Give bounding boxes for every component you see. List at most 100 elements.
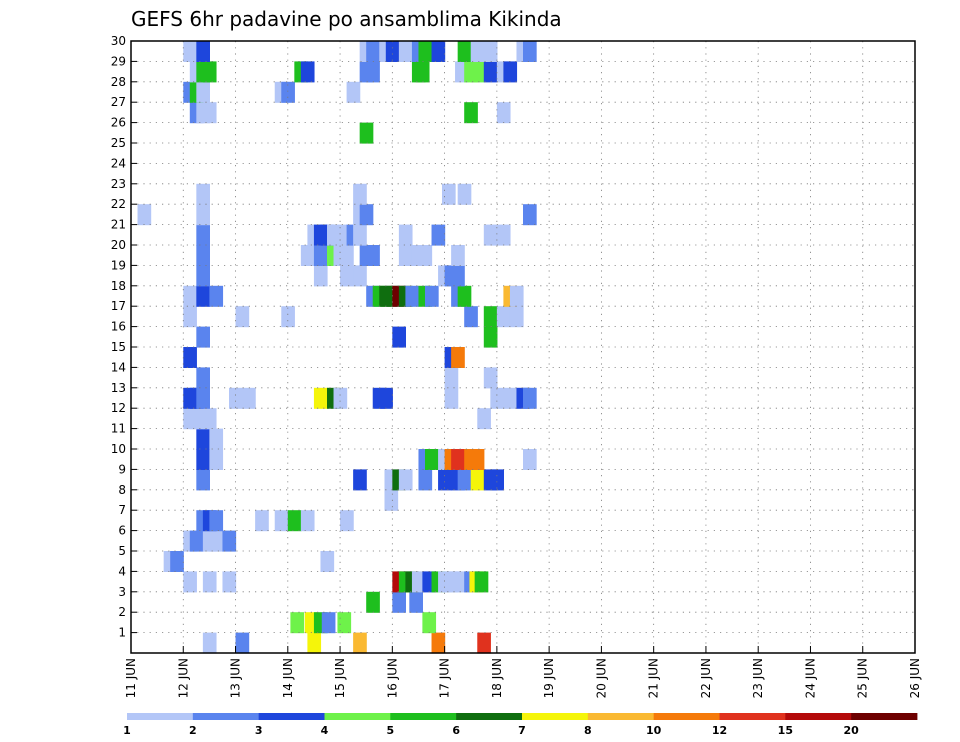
y-tick-label: 24	[111, 156, 126, 170]
heatmap-cell	[340, 265, 354, 287]
heatmap-cell	[470, 449, 485, 470]
heatmap-cell	[405, 285, 420, 307]
heatmap-cell	[425, 285, 439, 307]
heatmap-cell	[320, 551, 335, 572]
heatmap-cell	[337, 612, 352, 634]
heatmap-cell	[366, 41, 380, 62]
heatmap-cell	[196, 265, 210, 287]
y-tick-label: 29	[111, 54, 126, 68]
colorbar-label: 20	[844, 724, 860, 737]
heatmap-cell	[483, 306, 498, 328]
x-tick-label: 24 JUN	[804, 658, 818, 698]
heatmap-cell	[483, 326, 498, 348]
heatmap-cell	[196, 367, 210, 389]
colorbar-swatch	[324, 713, 391, 720]
heatmap-cell	[202, 632, 217, 654]
colorbar-swatch	[653, 713, 720, 720]
heatmap-cell	[242, 387, 256, 409]
heatmap-cell	[418, 245, 433, 266]
heatmap-cell	[274, 510, 289, 532]
x-tick-label: 16 JUN	[385, 658, 399, 698]
heatmap-cell	[384, 489, 399, 511]
colorbar-swatch	[390, 713, 457, 720]
y-tick-label: 11	[111, 422, 126, 436]
y-tick-label: 3	[118, 585, 126, 599]
heatmap-cell	[490, 387, 504, 409]
heatmap-cell	[366, 591, 380, 613]
y-tick-label: 7	[118, 503, 126, 517]
heatmap-cell	[523, 449, 537, 470]
y-tick-label: 2	[118, 605, 126, 619]
heatmap-cell	[496, 306, 511, 328]
grid-lines	[131, 40, 915, 653]
heatmap-cell	[340, 510, 354, 532]
colorbar-swatch	[456, 713, 523, 720]
heatmap-cell	[477, 408, 491, 430]
heatmap-cell	[411, 571, 426, 593]
colorbar-label: 8	[584, 724, 592, 737]
heatmap-cell	[196, 224, 210, 246]
colorbar-label: 6	[452, 724, 460, 737]
heatmap-cell	[523, 41, 537, 62]
heatmap-cell	[202, 102, 217, 124]
heatmap-cell	[483, 224, 498, 246]
heatmap-cell	[409, 591, 423, 613]
heatmap-cell	[196, 449, 210, 470]
heatmap-cell	[444, 387, 459, 409]
heatmap-cell	[425, 449, 439, 470]
heatmap-cell	[483, 41, 498, 62]
heatmap-cell	[209, 510, 224, 532]
heatmap-cell	[392, 326, 406, 348]
heatmap-cell	[438, 469, 452, 491]
y-tick-label: 12	[111, 401, 126, 415]
heatmap-cell	[196, 183, 210, 205]
colorbar-label: 2	[189, 724, 197, 737]
heatmap-cell	[202, 61, 217, 83]
heatmap-cell	[300, 61, 315, 83]
heatmap-cell	[457, 183, 472, 205]
heatmap-cell	[313, 245, 328, 266]
heatmap-cell	[196, 469, 210, 491]
heatmap-cell	[290, 612, 305, 634]
chart-title: GEFS 6hr padavine po ansamblima Kikinda	[131, 7, 562, 31]
heatmap-cell	[300, 510, 315, 532]
heatmap-cell	[235, 306, 250, 328]
heatmap-cell	[321, 612, 336, 634]
heatmap-cell	[422, 612, 437, 634]
heatmap-cell	[483, 367, 498, 389]
heatmap-cell	[392, 591, 406, 613]
heatmap-cell	[451, 245, 465, 266]
y-tick-label: 10	[111, 442, 126, 456]
heatmap-cell	[385, 41, 400, 62]
plot-frame	[130, 40, 916, 654]
colorbar-label: 7	[518, 724, 526, 737]
heatmap-cells	[137, 41, 537, 654]
x-tick-label: 17 JUN	[438, 658, 452, 698]
colorbar-swatch	[127, 713, 194, 720]
x-tick-label: 19 JUN	[542, 658, 556, 698]
x-tick-label: 12 JUN	[176, 658, 190, 698]
heatmap-cell	[346, 81, 361, 103]
heatmap-cell	[209, 428, 224, 450]
heatmap-cell	[255, 510, 269, 532]
heatmap-cell	[509, 285, 524, 307]
heatmap-cell	[300, 245, 315, 266]
y-tick-label: 13	[111, 381, 126, 395]
y-tick-label: 9	[118, 462, 126, 476]
heatmap-cell	[353, 469, 367, 491]
y-tick-label: 6	[118, 524, 126, 538]
heatmap-cell	[366, 245, 380, 266]
heatmap-cell	[222, 530, 237, 552]
heatmap-cell	[464, 102, 478, 124]
heatmap-cell	[183, 306, 197, 328]
heatmap-cell	[183, 571, 197, 593]
colorbar-label: 1	[123, 724, 131, 737]
y-axis: 1234567891011121314151617181920212223242…	[111, 34, 137, 640]
heatmap-cell	[431, 224, 446, 246]
heatmap-cell	[457, 469, 472, 491]
heatmap-cell	[183, 347, 197, 368]
colorbar-label: 12	[712, 724, 727, 737]
y-tick-label: 25	[111, 136, 126, 150]
x-tick-label: 26 JUN	[908, 658, 922, 698]
y-tick-label: 19	[111, 258, 126, 272]
